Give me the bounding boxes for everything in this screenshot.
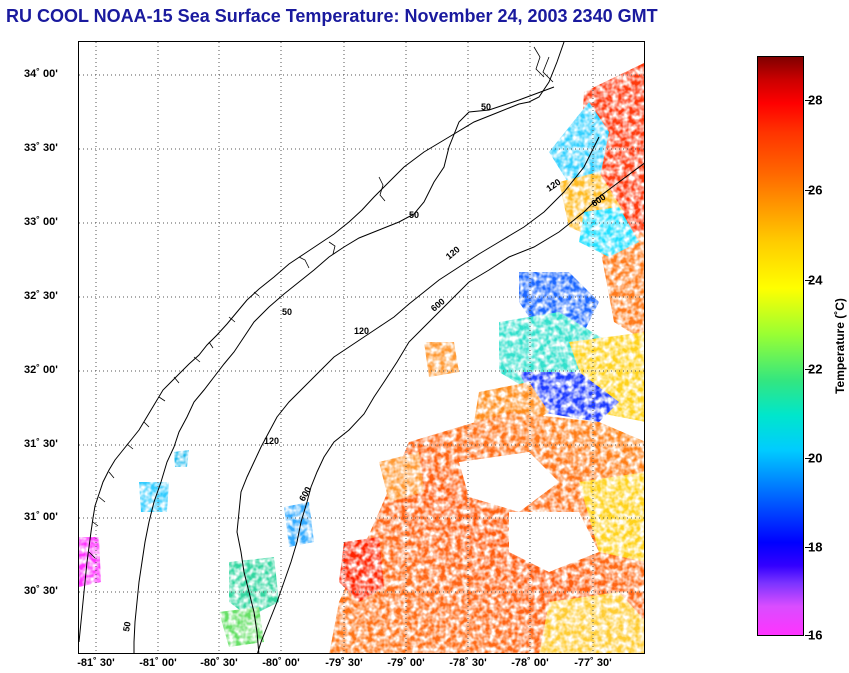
contour-label-50-south: 50 (282, 307, 292, 317)
lon-label-80-30: -80˚ 30' (200, 657, 238, 669)
colorbar-tick-16 (805, 635, 811, 636)
contour-label-50-bottom: 50 (121, 621, 133, 633)
lat-label-32-00: 32˚ 00' (24, 364, 58, 376)
lat-label-33-30: 33˚ 30' (24, 142, 58, 154)
lon-label-79-30: -79˚ 30' (325, 657, 363, 669)
lat-label-31-30: 31˚ 30' (24, 438, 58, 450)
lon-label-80-00: -80˚ 00' (262, 657, 300, 669)
contour-label-50-mid: 50 (409, 210, 419, 220)
contour-label-120-ne: 120 (544, 177, 562, 194)
coastline (79, 42, 565, 643)
isobath-600 (257, 162, 644, 653)
isobath-50 (133, 86, 555, 653)
colorbar-tick-26 (805, 190, 811, 191)
lat-label-31-00: 31˚ 00' (24, 511, 58, 523)
sst-map: 50 50 50 50 120 120 120 120 600 600 600 (78, 41, 645, 654)
colorbar-tick-24 (805, 280, 811, 281)
contour-label-120-south: 120 (264, 436, 279, 446)
colorbar-label-18: 18 (808, 539, 823, 555)
lat-label-30-30: 30˚ 30' (24, 585, 58, 597)
temperature-colorbar (757, 56, 804, 636)
contour-label-120-north: 120 (444, 244, 462, 261)
isobath-120 (236, 136, 600, 653)
colorbar-tick-22 (805, 369, 811, 370)
contour-label-50-north: 50 (481, 102, 491, 112)
colorbar-tick-18 (805, 547, 811, 548)
sst-data-layer (79, 62, 644, 653)
lon-label-78-30: -78˚ 30' (449, 657, 487, 669)
lon-label-79-00: -79˚ 00' (387, 657, 425, 669)
colorbar-label-16: 16 (808, 627, 823, 643)
lon-label-78-00: -78˚ 00' (511, 657, 549, 669)
colorbar-label-22: 22 (808, 361, 823, 377)
contour-label-120-mid: 120 (354, 326, 369, 336)
colorbar-tick-28 (805, 100, 811, 101)
colorbar-tick-20 (805, 458, 811, 459)
sst-map-canvas: 50 50 50 50 120 120 120 120 600 600 600 (79, 42, 644, 653)
lon-label-77-30: -77˚ 30' (574, 657, 612, 669)
lon-label-81-30: -81˚ 30' (77, 657, 115, 669)
contour-label-600-mid: 600 (429, 296, 447, 313)
lon-label-81-00: -81˚ 00' (139, 657, 177, 669)
map-title: RU COOL NOAA-15 Sea Surface Temperature:… (6, 6, 658, 26)
colorbar-label-26: 26 (808, 182, 823, 198)
colorbar-title: Temperature (˚C) (833, 298, 847, 394)
coastal-islands (88, 46, 554, 559)
lat-label-33-00: 33˚ 00' (24, 216, 58, 228)
lat-label-32-30: 32˚ 30' (24, 290, 58, 302)
colorbar-label-28: 28 (808, 92, 823, 108)
lat-label-34-00: 34˚ 00' (24, 68, 58, 80)
colorbar-label-24: 24 (808, 272, 823, 288)
colorbar-label-20: 20 (808, 450, 823, 466)
